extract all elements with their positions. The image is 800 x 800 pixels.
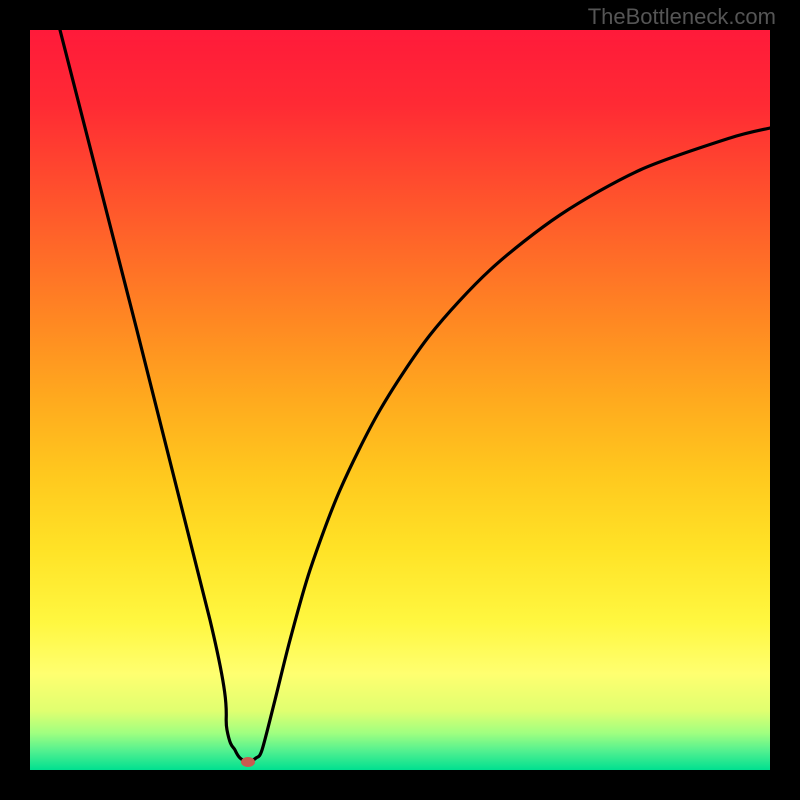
watermark-text: TheBottleneck.com xyxy=(588,4,776,30)
curve-layer xyxy=(30,30,770,770)
plot-area xyxy=(30,30,770,770)
trough-marker xyxy=(241,757,255,767)
bottleneck-curve xyxy=(60,30,770,762)
chart-container: TheBottleneck.com xyxy=(0,0,800,800)
